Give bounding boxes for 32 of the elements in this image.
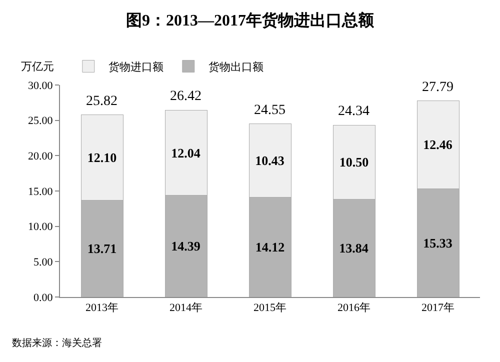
total-label: 24.34 [338,104,370,119]
y-tick-label: 20.00 [28,150,54,163]
x-tick-label: 2014年 [170,302,202,314]
total-label: 27.79 [422,80,454,95]
data-label: 15.33 [423,235,453,250]
total-label: 26.42 [170,89,202,104]
y-tick-label: 10.00 [28,221,54,234]
y-tick-label: 15.00 [28,186,54,198]
y-axis-title: 万亿元 [21,61,54,73]
legend-label: 货物出口额 [208,60,264,74]
data-label: 10.50 [339,154,369,170]
x-tick-label: 2015年 [254,302,286,314]
data-label: 14.39 [171,238,201,254]
legend-label: 货物进口额 [108,60,164,74]
data-label: 12.46 [423,137,453,152]
y-tick-label: 5.00 [34,256,54,269]
data-label: 12.10 [87,150,117,165]
total-label: 24.55 [254,103,286,118]
x-tick-label: 2017年 [422,302,454,314]
y-tick-label: 0.00 [34,292,54,304]
x-tick-label: 2013年 [86,302,118,314]
y-tick-label: 30.00 [28,80,54,92]
total-label: 25.82 [86,94,118,109]
data-label: 10.43 [255,152,285,168]
y-tick-label: 25.00 [28,115,54,128]
x-tick-label: 2016年 [338,302,370,314]
data-label: 14.12 [255,240,285,255]
data-label: 12.04 [171,145,201,160]
source-note: 数据来源：海关总署 [12,337,102,349]
data-label: 13.84 [339,240,369,256]
chart-title: 图9：2013—2017年货物进出口总额 [126,12,375,30]
data-label: 13.71 [87,241,117,256]
